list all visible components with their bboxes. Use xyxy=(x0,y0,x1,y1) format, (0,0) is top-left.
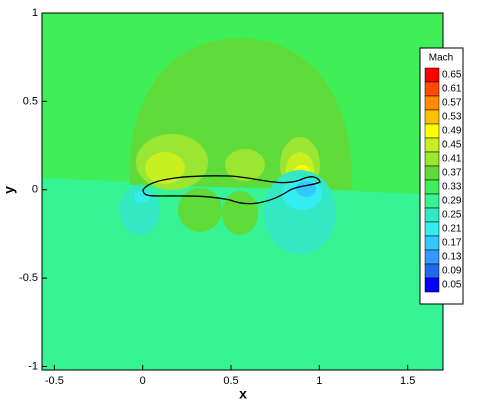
legend-title: Mach xyxy=(429,53,453,64)
legend-label: 0.41 xyxy=(442,154,462,165)
legend-label: 0.13 xyxy=(442,252,462,263)
legend-label: 0.17 xyxy=(442,238,462,249)
legend-swatch xyxy=(424,109,440,125)
contour-region xyxy=(222,191,258,235)
legend-label: 0.57 xyxy=(442,98,462,109)
y-tick-label: -0.5 xyxy=(19,272,38,284)
legend-swatch xyxy=(424,263,440,279)
x-tick-label: 1.5 xyxy=(400,375,415,387)
contour-region xyxy=(134,191,150,203)
legend-label: 0.61 xyxy=(442,84,462,95)
legend-label: 0.29 xyxy=(442,196,462,207)
y-axis-label: y xyxy=(1,186,17,194)
legend-label: 0.33 xyxy=(442,182,462,193)
contour-region xyxy=(145,152,185,184)
contour-field xyxy=(42,13,443,370)
y-tick-label: 0.5 xyxy=(23,95,38,107)
legend-swatch xyxy=(424,179,440,195)
legend-swatch xyxy=(424,123,440,139)
y-tick-label: 0 xyxy=(32,184,38,196)
contour-region xyxy=(178,188,222,232)
airfoil xyxy=(142,175,321,205)
x-axis-label: x xyxy=(239,386,247,402)
legend-label: 0.65 xyxy=(442,70,462,81)
x-tick-label: -0.5 xyxy=(45,375,64,387)
legend-swatch xyxy=(424,277,440,293)
legend-label: 0.45 xyxy=(442,140,462,151)
legend-label: 0.05 xyxy=(442,280,462,291)
x-tick-label: 0.5 xyxy=(223,375,238,387)
contour-region xyxy=(120,185,160,235)
legend-label: 0.21 xyxy=(442,224,462,235)
legend-swatch xyxy=(424,249,440,265)
legend-swatch xyxy=(424,137,440,153)
legend-swatch xyxy=(424,165,440,181)
legend-swatch xyxy=(424,95,440,111)
contour-region xyxy=(296,181,316,197)
legend-swatch xyxy=(424,207,440,223)
legend-swatch xyxy=(424,235,440,251)
legend-label: 0.09 xyxy=(442,266,462,277)
legend-label: 0.37 xyxy=(442,168,462,179)
x-tick-label: 0 xyxy=(140,375,146,387)
legend-swatch xyxy=(424,193,440,209)
legend-swatch xyxy=(424,81,440,97)
legend-label: 0.53 xyxy=(442,112,462,123)
legend-label: 0.49 xyxy=(442,126,462,137)
y-tick-label: 1 xyxy=(32,7,38,19)
legend-swatch xyxy=(424,67,440,83)
y-tick-label: -1 xyxy=(28,360,38,372)
legend-swatch xyxy=(424,151,440,167)
legend-swatch xyxy=(424,221,440,237)
x-tick-label: 1 xyxy=(316,375,322,387)
contour-region xyxy=(225,149,265,181)
legend-label: 0.25 xyxy=(442,210,462,221)
